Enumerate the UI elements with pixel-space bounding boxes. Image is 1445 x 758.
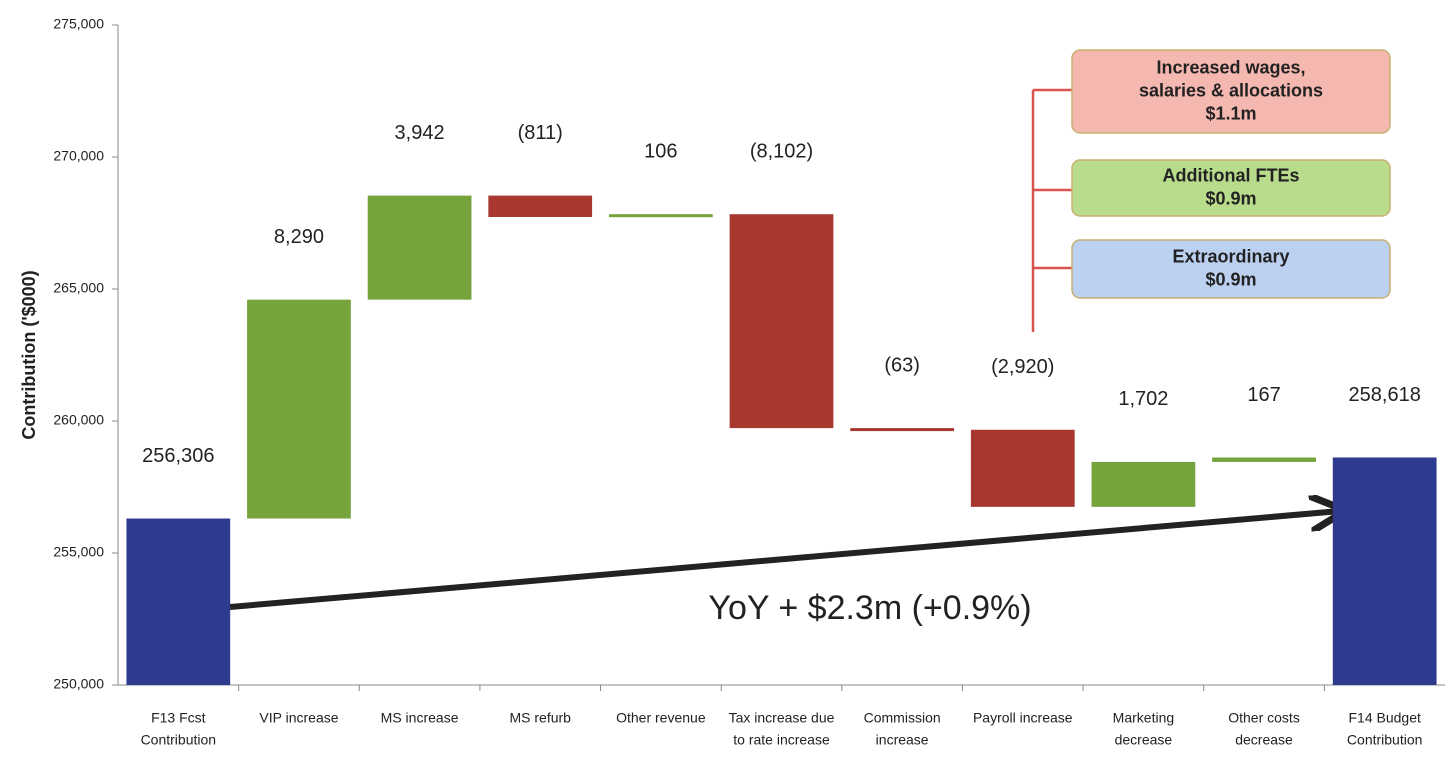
value-label: 258,618 — [1349, 384, 1421, 406]
x-tick-label: Other revenue — [616, 710, 706, 726]
bar — [729, 214, 834, 429]
value-label: (8,102) — [750, 140, 813, 162]
bar — [126, 518, 231, 685]
x-tick-label: MS increase — [381, 710, 459, 726]
y-tick-label: 275,000 — [53, 16, 104, 32]
callout-box — [1071, 159, 1391, 217]
yoy-arrow — [229, 511, 1340, 610]
callout-text: salaries & allocations — [1139, 80, 1323, 100]
bar — [247, 299, 351, 519]
x-tick-label: F14 Budget — [1348, 710, 1420, 726]
x-tick-label: Contribution — [1347, 732, 1423, 748]
bar — [850, 428, 955, 432]
yoy-annotation: YoY + $2.3m (+0.9%) — [708, 589, 1031, 627]
callout-text: $1.1m — [1205, 103, 1256, 123]
value-label: 3,942 — [395, 122, 445, 144]
callout-text: Increased wages, — [1156, 57, 1305, 77]
x-tick-label: Contribution — [141, 732, 217, 748]
value-label: 8,290 — [274, 226, 324, 248]
x-tick-label: decrease — [1115, 732, 1173, 748]
value-label: (63) — [884, 354, 920, 376]
callout-text: $0.9m — [1205, 269, 1256, 289]
callout-box — [1071, 49, 1391, 134]
y-tick-label: 255,000 — [53, 544, 104, 560]
x-tick-label: Marketing — [1113, 710, 1174, 726]
x-tick-label: MS refurb — [509, 710, 571, 726]
x-tick-label: increase — [876, 732, 929, 748]
value-label: 256,306 — [142, 445, 214, 467]
bar — [970, 429, 1075, 507]
y-tick-label: 250,000 — [53, 676, 104, 692]
bar — [488, 195, 593, 218]
bar — [1332, 457, 1437, 685]
x-tick-label: decrease — [1235, 732, 1293, 748]
bar — [1091, 461, 1196, 507]
x-tick-label: Commission — [864, 710, 941, 726]
bar — [367, 195, 472, 300]
value-label: (811) — [518, 122, 563, 144]
x-tick-label: VIP increase — [259, 710, 338, 726]
value-label: 1,702 — [1118, 388, 1168, 410]
x-tick-label: Other costs — [1228, 710, 1300, 726]
x-tick-label: Tax increase due — [729, 710, 835, 726]
y-tick-label: 265,000 — [53, 280, 104, 296]
value-label: 106 — [644, 140, 677, 162]
x-tick-label: F13 Fcst — [151, 710, 206, 726]
callout-text: $0.9m — [1205, 188, 1256, 208]
y-tick-label: 260,000 — [53, 412, 104, 428]
value-label: 167 — [1247, 384, 1280, 406]
callout-text: Additional FTEs — [1163, 165, 1300, 185]
callout-text: Extraordinary — [1172, 246, 1289, 266]
callout-box — [1071, 239, 1391, 299]
x-tick-label: Payroll increase — [973, 710, 1073, 726]
bar — [1212, 457, 1316, 462]
value-label: (2,920) — [991, 356, 1054, 378]
y-tick-label: 270,000 — [53, 148, 104, 164]
y-axis-label: Contribution ('$000) — [19, 270, 39, 439]
x-tick-label: to rate increase — [733, 732, 830, 748]
bar — [608, 214, 713, 218]
callout-connector — [1031, 88, 1072, 332]
